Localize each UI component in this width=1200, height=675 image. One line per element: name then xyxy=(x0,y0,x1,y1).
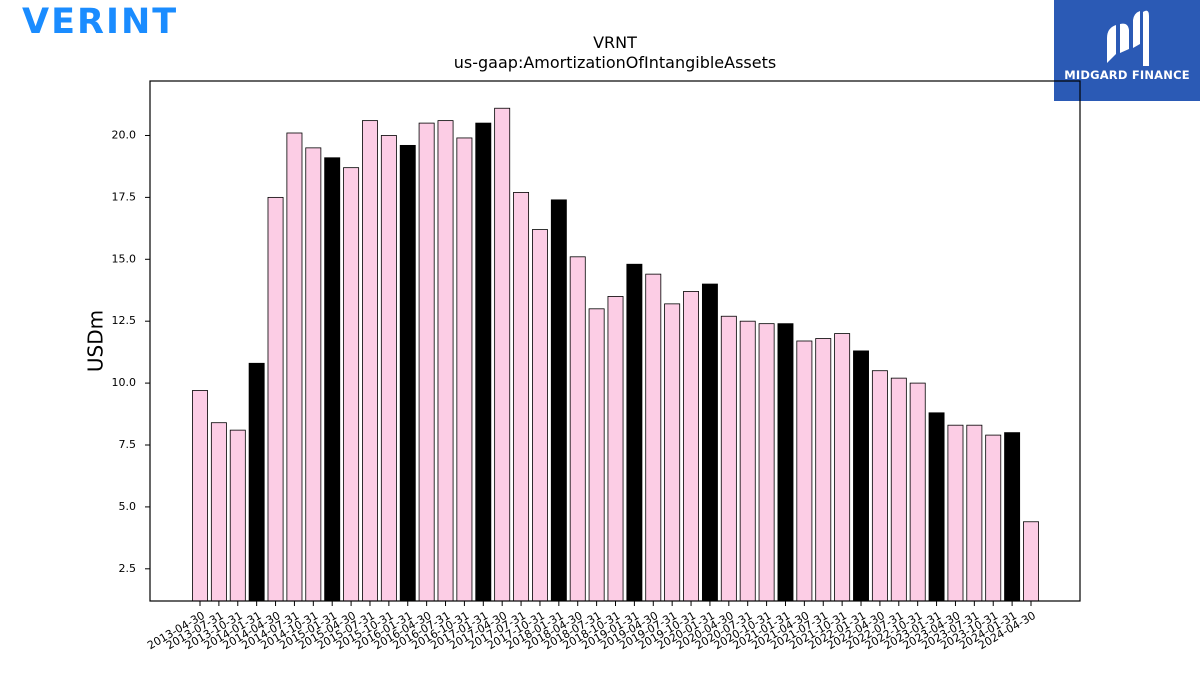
bar-2015-07-31 xyxy=(362,120,378,602)
bar-2020-04-30 xyxy=(720,315,737,602)
bar-2022-04-30 xyxy=(871,370,888,602)
bar-2019-04-30 xyxy=(645,273,662,602)
y-tick-label: 10.0 xyxy=(112,376,137,389)
bar-2018-01-31 xyxy=(550,199,567,602)
bar-2023-10-31 xyxy=(985,434,1002,602)
bar-2015-01-31 xyxy=(324,157,341,602)
bar-2020-01-31 xyxy=(701,283,718,602)
bar-2014-10-31 xyxy=(305,147,322,602)
bar-2021-10-31 xyxy=(834,333,851,602)
bar-2018-10-31 xyxy=(607,296,624,602)
bar-2019-01-31 xyxy=(626,263,643,602)
bar-2024-04-30 xyxy=(1023,521,1039,602)
bar-2017-01-31 xyxy=(475,122,492,602)
bar-2013-10-31 xyxy=(229,429,246,602)
bar-2017-10-31 xyxy=(532,229,548,602)
bar-2022-01-31 xyxy=(853,350,869,602)
bar-2017-07-31 xyxy=(513,192,530,602)
brand-logo: VERINT xyxy=(22,2,179,42)
bar-2014-01-31 xyxy=(248,362,265,602)
bar-2016-10-31 xyxy=(456,137,473,602)
bar-2017-04-30 xyxy=(494,107,511,602)
bar-2013-04-30 xyxy=(192,390,208,602)
y-tick-label: 15.0 xyxy=(112,252,137,265)
watermark-label: MIDGARD FINANCE xyxy=(1064,68,1190,82)
bar-2020-07-31 xyxy=(739,320,756,602)
bar-2013-07-31 xyxy=(210,422,227,602)
y-tick-label: 12.5 xyxy=(112,314,137,327)
bar-2021-07-31 xyxy=(815,338,832,602)
bar-2023-07-31 xyxy=(966,424,983,602)
bar-2024-01-31 xyxy=(1004,432,1021,602)
bar-2023-01-31 xyxy=(928,412,945,602)
bar-2019-07-31 xyxy=(664,303,681,602)
bars-group xyxy=(192,107,1039,602)
bar-2018-04-30 xyxy=(569,256,586,602)
chart-title: VRNT xyxy=(593,33,637,52)
bar-2016-01-31 xyxy=(399,144,416,602)
bar-2022-07-31 xyxy=(890,377,907,602)
bar-2019-10-31 xyxy=(683,291,699,602)
bar-2016-07-31 xyxy=(437,120,454,602)
y-axis: 2.5 5.0 7.5 10.0 12.5 15.0 17.5 20.0 xyxy=(112,128,150,575)
bar-2015-10-31 xyxy=(380,135,397,602)
y-tick-label: 5.0 xyxy=(119,500,137,513)
bar-2018-07-31 xyxy=(588,308,605,602)
watermark-mark-icon xyxy=(1107,10,1149,66)
bar-2023-04-30 xyxy=(947,424,964,602)
bar-2022-10-31 xyxy=(909,382,926,602)
bar-2015-04-30 xyxy=(343,167,360,602)
y-tick-label: 7.5 xyxy=(119,438,137,451)
x-axis: 2013-04-302013-07-312013-10-312014-01-31… xyxy=(145,601,1038,652)
bar-2014-07-31 xyxy=(286,132,303,602)
bar-2014-04-30 xyxy=(267,196,284,602)
bar-2016-04-30 xyxy=(418,122,435,602)
bar-2021-04-30 xyxy=(796,340,813,602)
y-tick-label: 20.0 xyxy=(112,128,137,141)
watermark-logo: MIDGARD FINANCE xyxy=(1054,0,1200,101)
y-tick-label: 17.5 xyxy=(112,190,137,203)
bar-2020-10-31 xyxy=(758,323,775,602)
y-tick-label: 2.5 xyxy=(119,562,137,575)
chart-subtitle: us-gaap:AmortizationOfIntangibleAssets xyxy=(454,53,776,72)
bar-2021-01-31 xyxy=(777,323,794,602)
y-axis-label: USDm xyxy=(84,310,108,372)
